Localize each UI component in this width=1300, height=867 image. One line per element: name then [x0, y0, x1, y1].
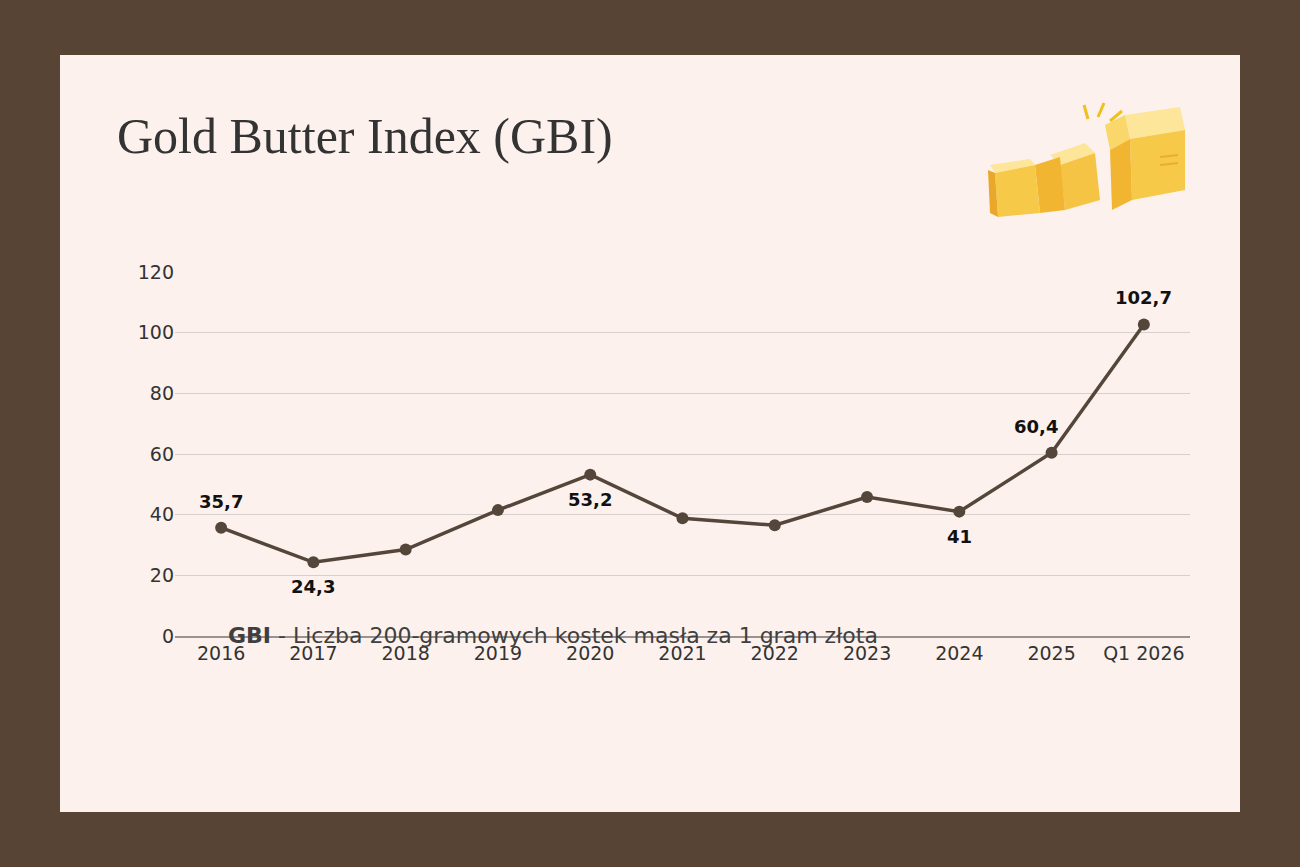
svg-text:Gold Butter Index (GBI): Gold Butter Index (GBI)	[117, 108, 613, 164]
svg-text:80: 80	[150, 382, 174, 404]
svg-text:2017: 2017	[289, 642, 337, 664]
svg-text:0: 0	[162, 625, 174, 647]
svg-text:Q1 2026: Q1 2026	[1103, 642, 1184, 664]
svg-text:2020: 2020	[566, 642, 614, 664]
svg-text:60,4: 60,4	[1014, 416, 1058, 437]
svg-text:24,3: 24,3	[291, 576, 335, 597]
svg-text:20: 20	[150, 564, 174, 586]
svg-text:2022: 2022	[751, 642, 799, 664]
svg-text:2016: 2016	[197, 642, 245, 664]
svg-text:2021: 2021	[658, 642, 706, 664]
svg-text:53,2: 53,2	[568, 489, 612, 510]
svg-text:GBI - Liczba 200-gramowych kos: GBI - Liczba 200-gramowych kostek masła …	[228, 623, 878, 648]
svg-text:100: 100	[138, 321, 174, 343]
svg-text:2023: 2023	[843, 642, 891, 664]
svg-text:2018: 2018	[382, 642, 430, 664]
svg-text:2025: 2025	[1027, 642, 1075, 664]
svg-text:2024: 2024	[935, 642, 983, 664]
svg-text:2019: 2019	[474, 642, 522, 664]
svg-text:60: 60	[150, 443, 174, 465]
svg-text:41: 41	[947, 526, 972, 547]
svg-text:40: 40	[150, 503, 174, 525]
svg-text:102,7: 102,7	[1115, 287, 1172, 308]
svg-text:120: 120	[138, 261, 174, 283]
svg-text:35,7: 35,7	[199, 491, 243, 512]
